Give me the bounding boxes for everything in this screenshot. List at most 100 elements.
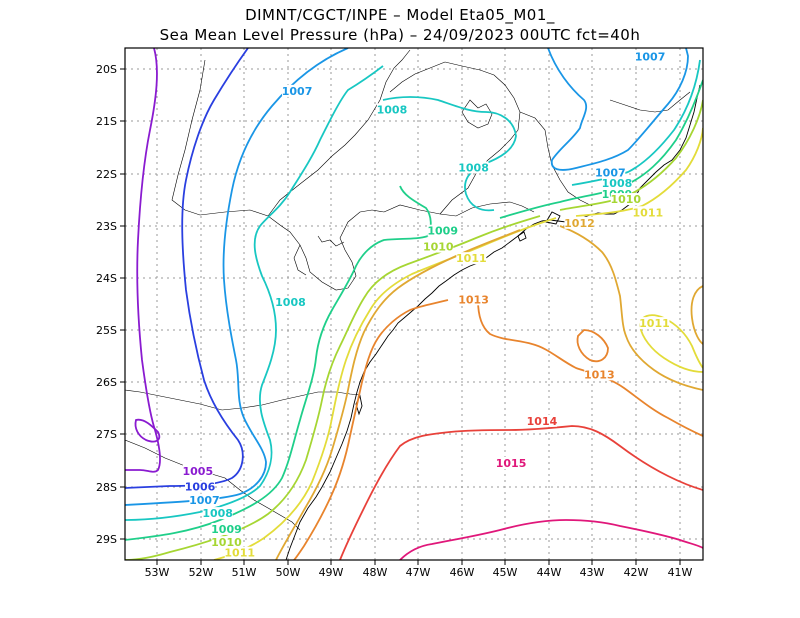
contour-label-bg	[427, 224, 458, 237]
contour-label-1011: 1011	[456, 252, 487, 265]
contour-label-bg	[610, 193, 641, 206]
lon-label: 41W	[668, 566, 693, 579]
lat-label: 24S	[96, 272, 117, 285]
tick-marks	[120, 68, 681, 565]
contour-label-bg	[282, 84, 313, 97]
contour-label-bg	[182, 464, 213, 477]
contour-label-1008: 1008	[377, 103, 408, 116]
isobar-1007	[125, 48, 349, 506]
map-title-line1: DIMNT/CGCT/INPE – Model Eta05_M01_	[245, 6, 555, 24]
contour-label-bg	[526, 414, 557, 427]
lon-label: 50W	[276, 566, 301, 579]
isobar-1011	[213, 217, 557, 560]
contour-label-bg	[639, 317, 670, 330]
contour-label-bg	[211, 522, 242, 535]
contour-label-bg	[458, 293, 489, 306]
lon-label: 42W	[624, 566, 649, 579]
isobar-1015	[399, 519, 703, 560]
lon-tick-labels: 53W 52W 51W 50W 49W 48W 47W 46W 45W 44W …	[145, 566, 693, 579]
contour-label-1014: 1014	[527, 415, 558, 428]
contour-label-bg	[189, 493, 220, 506]
lat-label: 27S	[96, 428, 117, 441]
contour-label-1010: 1010	[610, 193, 641, 206]
lat-tick-labels: 20S 21S 22S 23S 24S 25S 26S 27S 28S 29S	[96, 63, 117, 546]
contour-label-bg	[595, 166, 626, 179]
contour-label-bg	[224, 546, 255, 559]
isobar-1008-inland	[382, 96, 517, 212]
lat-label: 22S	[96, 168, 117, 181]
lat-label: 26S	[96, 376, 117, 389]
contour-label-bg	[635, 50, 666, 63]
contour-label-bg	[456, 252, 487, 265]
contour-label-1009: 1009	[211, 523, 242, 536]
contour-label-bg	[423, 240, 454, 253]
contour-label-1008: 1008	[202, 507, 233, 520]
contour-label-1011: 1011	[639, 317, 670, 330]
contour-label-bg	[564, 216, 595, 229]
isobar-1005	[125, 48, 162, 473]
contour-label-1015: 1015	[496, 457, 527, 470]
contour-label-1007: 1007	[635, 51, 666, 64]
contour-label-bg	[458, 161, 489, 174]
isobar-1006	[125, 48, 249, 489]
contour-label-bg	[202, 507, 233, 520]
lon-label: 49W	[319, 566, 344, 579]
contour-labels: 1005100610071008100910101011100710081008…	[182, 50, 670, 560]
borders	[125, 49, 691, 531]
lon-label: 52W	[189, 566, 214, 579]
contour-label-1013: 1013	[584, 368, 615, 381]
isobar-1013	[293, 299, 449, 560]
lat-label: 28S	[96, 481, 117, 494]
lon-label: 44W	[537, 566, 562, 579]
contour-label-bg	[584, 368, 615, 381]
lon-label: 46W	[450, 566, 475, 579]
contour-label-1011: 1011	[633, 206, 664, 219]
isobar-1010-east	[559, 99, 703, 211]
isobar-1012-east2	[690, 285, 703, 345]
graticule	[125, 48, 703, 560]
isobar-1012-east	[559, 225, 703, 391]
contour-label-1007: 1007	[189, 494, 220, 507]
isobar-1011-east	[575, 127, 703, 217]
coastline	[285, 84, 701, 560]
isobar-1005-closed	[134, 418, 161, 443]
lon-label: 47W	[406, 566, 431, 579]
lon-label: 48W	[363, 566, 388, 579]
island-sao-sebastiao	[517, 231, 527, 242]
contour-label-1010: 1010	[211, 536, 242, 549]
contour-label-1005: 1005	[182, 465, 213, 478]
contour-label-1006: 1006	[185, 481, 216, 494]
isobar-1008-east	[571, 59, 701, 186]
contour-label-bg	[275, 296, 306, 308]
lon-label: 53W	[145, 566, 170, 579]
lat-label: 21S	[96, 115, 117, 128]
contour-label-bg	[185, 480, 216, 493]
lat-label: 29S	[96, 533, 117, 546]
isobar-1013-loop	[576, 329, 609, 363]
contour-label-1007: 1007	[595, 167, 626, 180]
isobar-1014	[339, 425, 703, 560]
contour-label-bg	[376, 103, 407, 116]
lat-label: 20S	[96, 63, 117, 76]
isobar-1007-east	[547, 48, 689, 171]
isobars	[125, 48, 703, 560]
contour-label-1009: 1009	[427, 225, 458, 238]
contour-label-bg	[211, 536, 242, 549]
lat-label: 25S	[96, 324, 117, 337]
contour-label-1007: 1007	[282, 85, 313, 98]
contour-label-1011: 1011	[224, 547, 255, 560]
contour-label-bg	[496, 456, 527, 469]
isobar-1013-east	[477, 299, 703, 437]
contour-label-1008: 1008	[275, 296, 306, 309]
lon-label: 45W	[493, 566, 518, 579]
contour-label-1008: 1008	[458, 161, 489, 174]
lat-label: 23S	[96, 220, 117, 233]
map-title-line2: Sea Mean Level Pressure (hPa) – 24/09/20…	[159, 26, 641, 44]
isobar-1010	[125, 215, 541, 560]
bay-guanabara	[545, 211, 561, 225]
contour-label-bg	[632, 206, 663, 219]
contour-label-1012: 1012	[564, 217, 595, 230]
lon-label: 51W	[232, 566, 257, 579]
contour-label-1008: 1008	[602, 177, 633, 190]
